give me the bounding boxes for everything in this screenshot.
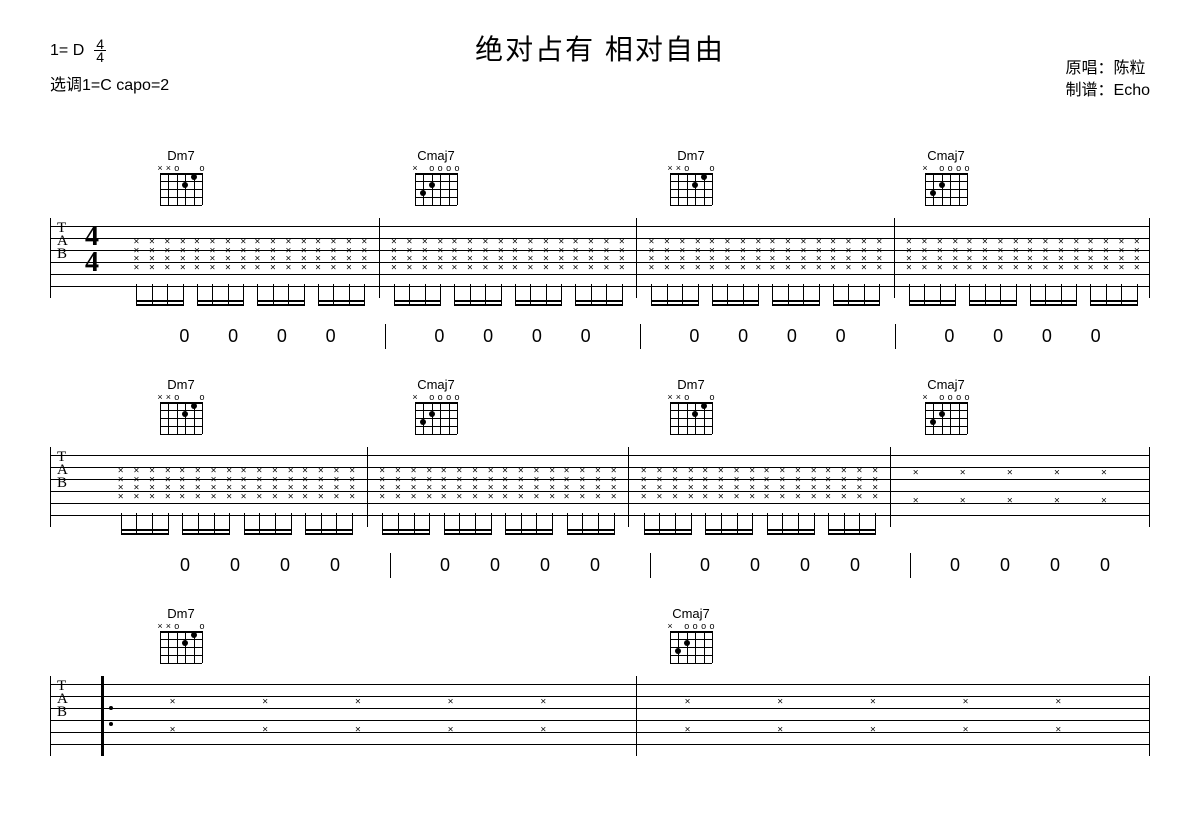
chord-name: Dm7 [167, 148, 194, 163]
chord-diagram-cmaj7: Cmaj7×oooo [925, 148, 967, 218]
chord-row: Dm7××oo Cmaj7×oooo Dm7××oo Cmaj7×oooo [50, 377, 1150, 447]
chord-diagram-dm7: Dm7××oo [160, 606, 202, 676]
jianpu-note: 0 [581, 326, 591, 347]
jianpu-note: 0 [532, 326, 542, 347]
jianpu-note: 0 [434, 326, 444, 347]
tab-systems: Dm7××ooCmaj7×ooooDm7××ooCmaj7×ooooTAB44×… [50, 148, 1150, 756]
jianpu-note: 0 [850, 555, 860, 576]
chord-name: Dm7 [167, 377, 194, 392]
chord-name: Cmaj7 [417, 148, 455, 163]
jianpu-note: 0 [280, 555, 290, 576]
jianpu-note: 0 [1000, 555, 1010, 576]
jianpu-note: 0 [326, 326, 336, 347]
chord-name: Cmaj7 [927, 148, 965, 163]
jianpu-note: 0 [1100, 555, 1110, 576]
chord-diagram-cmaj7: Cmaj7×oooo [670, 606, 712, 676]
jianpu-note: 0 [590, 555, 600, 576]
jianpu-row: 0 0 0 0 0 0 0 0 0 0 0 0 0 0 0 0 [50, 326, 1150, 347]
jianpu-note: 0 [180, 555, 190, 576]
jianpu-note: 0 [944, 326, 954, 347]
jianpu-note: 0 [490, 555, 500, 576]
chord-diagram-dm7: Dm7××oo [160, 148, 202, 218]
chord-diagram-dm7: Dm7××oo [670, 377, 712, 447]
jianpu-note: 0 [1050, 555, 1060, 576]
jianpu-note: 0 [483, 326, 493, 347]
jianpu-note: 0 [800, 555, 810, 576]
tab-staff: TAB×××××××××××××××××××× [50, 676, 1150, 756]
song-title: 绝对占有 相对自由 [50, 28, 1150, 68]
chord-name: Dm7 [677, 377, 704, 392]
chord-name: Cmaj7 [417, 377, 455, 392]
jianpu-note: 0 [689, 326, 699, 347]
system-0: Dm7××oo Cmaj7×oooo Dm7××oo Cmaj7×ooooTAB44×… [50, 148, 1150, 347]
jianpu-note: 0 [993, 326, 1003, 347]
jianpu-note: 0 [750, 555, 760, 576]
chord-row: Dm7××oo Cmaj7×oooo [50, 606, 1150, 676]
chord-name: Dm7 [677, 148, 704, 163]
chord-diagram-cmaj7: Cmaj7×oooo [925, 377, 967, 447]
jianpu-note: 0 [330, 555, 340, 576]
chord-row: Dm7××oo Cmaj7×oooo Dm7××oo Cmaj7×oooo [50, 148, 1150, 218]
chord-diagram-dm7: Dm7××oo [160, 377, 202, 447]
system-2: Dm7××oo Cmaj7×ooooTAB×××××××××××××××××××× [50, 606, 1150, 756]
jianpu-note: 0 [540, 555, 550, 576]
jianpu-note: 0 [277, 326, 287, 347]
jianpu-note: 0 [179, 326, 189, 347]
chord-diagram-cmaj7: Cmaj7×oooo [415, 377, 457, 447]
jianpu-note: 0 [738, 326, 748, 347]
capo-info: 选调1=C capo=2 [50, 71, 169, 95]
chord-name: Dm7 [167, 606, 194, 621]
chord-name: Cmaj7 [672, 606, 710, 621]
jianpu-note: 0 [950, 555, 960, 576]
jianpu-note: 0 [1091, 326, 1101, 347]
chord-diagram-dm7: Dm7××oo [670, 148, 712, 218]
tab-staff: TAB×××××××××××××××××××××××××××××××××××××… [50, 447, 1150, 527]
system-1: Dm7××oo Cmaj7×oooo Dm7××oo Cmaj7×ooooTAB×××… [50, 377, 1150, 576]
jianpu-note: 0 [440, 555, 450, 576]
jianpu-note: 0 [836, 326, 846, 347]
jianpu-note: 0 [1042, 326, 1052, 347]
sheet-header: 1= D 4 4 选调1=C capo=2 绝对占有 相对自由 原唱：陈粒 制谱… [50, 28, 1150, 118]
chord-name: Cmaj7 [927, 377, 965, 392]
jianpu-note: 0 [228, 326, 238, 347]
jianpu-row: 0 0 0 0 0 0 0 0 0 0 0 0 0 0 0 0 [50, 555, 1150, 576]
key-label: 1= D [50, 42, 84, 60]
jianpu-note: 0 [700, 555, 710, 576]
key-signature-block: 1= D 4 4 选调1=C capo=2 [50, 38, 169, 95]
jianpu-note: 0 [230, 555, 240, 576]
tab-staff: TAB44×××××××××××××××××××××××××××××××××××… [50, 218, 1150, 298]
chord-diagram-cmaj7: Cmaj7×oooo [415, 148, 457, 218]
time-signature-small: 4 4 [94, 38, 106, 63]
jianpu-note: 0 [787, 326, 797, 347]
credits-block: 原唱：陈粒 制谱：Echo [1066, 58, 1150, 102]
